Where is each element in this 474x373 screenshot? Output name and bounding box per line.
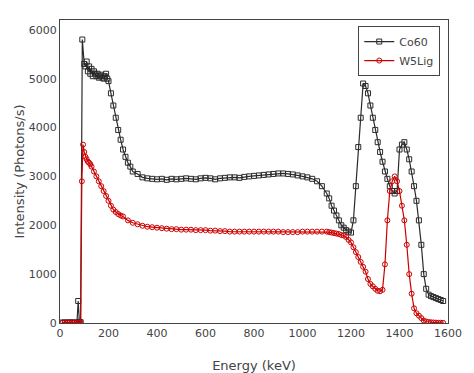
svg-text:800: 800 (244, 327, 265, 340)
svg-text:Intensity (Photons/s): Intensity (Photons/s) (12, 104, 27, 238)
svg-text:400: 400 (147, 327, 168, 340)
svg-text:4000: 4000 (29, 121, 57, 134)
svg-text:Energy (keV): Energy (keV) (212, 358, 296, 373)
svg-text:600: 600 (195, 327, 216, 340)
svg-text:1200: 1200 (337, 327, 365, 340)
svg-text:1000: 1000 (289, 327, 317, 340)
svg-text:1600: 1600 (434, 327, 462, 340)
svg-text:3000: 3000 (29, 170, 57, 183)
svg-text:1000: 1000 (29, 268, 57, 281)
svg-text:5000: 5000 (29, 73, 57, 86)
svg-text:0: 0 (57, 327, 64, 340)
svg-text:0: 0 (50, 317, 57, 330)
svg-text:200: 200 (98, 327, 119, 340)
svg-text:W5Lig: W5Lig (399, 55, 433, 68)
svg-text:Co60: Co60 (399, 36, 427, 49)
svg-text:6000: 6000 (29, 24, 57, 37)
svg-text:1400: 1400 (386, 327, 414, 340)
svg-text:2000: 2000 (29, 219, 57, 232)
